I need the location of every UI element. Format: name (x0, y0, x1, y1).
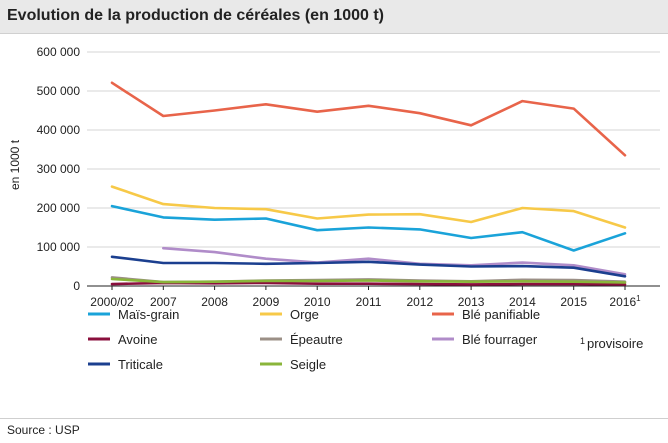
x-tick-label: 2007 (150, 295, 177, 309)
y-tick-label: 600 000 (37, 45, 81, 59)
legend-item: Avoine (88, 332, 158, 347)
legend-label: Blé fourrager (462, 332, 538, 347)
source-note: Source : USP (7, 423, 80, 437)
legend-label: Orge (290, 307, 319, 322)
footnote: 1 provisoire (580, 336, 643, 351)
grid (87, 51, 660, 248)
series-line-seigle (110, 277, 627, 284)
series-line-bl-fourrager (162, 246, 627, 276)
legend-label: Maïs-grain (118, 307, 179, 322)
legend-item: Blé panifiable (432, 307, 540, 322)
series-line-triticale (110, 255, 627, 278)
chart-title: Evolution de la production de céréales (… (7, 7, 384, 24)
legend-label: Avoine (118, 332, 158, 347)
title-bar: Evolution de la production de céréales (… (0, 0, 668, 34)
legend-label: Blé panifiable (462, 307, 540, 322)
x-tick-label: 2012 (406, 295, 433, 309)
legend-label: Épeautre (290, 332, 343, 347)
y-tick-label: 400 000 (37, 123, 81, 137)
legend: Maïs-grain Orge Blé panifiable Avoine Épeaut… (88, 307, 540, 372)
legend-label: Triticale (118, 357, 163, 372)
x-tick-label: 20161 (609, 294, 641, 309)
y-tick-label: 500 000 (37, 84, 81, 98)
footnote-mark: 1 (580, 336, 585, 346)
x-tick-label: 2014 (509, 295, 536, 309)
x-tick-label: 2010 (304, 295, 331, 309)
series-line-avoine (110, 281, 627, 286)
legend-item: Triticale (88, 357, 163, 372)
axes: 0 100 000 200 000 300 000 400 000 500 000 600 … (37, 45, 660, 309)
series-line-bl-panifiable (110, 81, 627, 157)
series-line-orge (110, 185, 627, 229)
y-axis-label: en 1000 t (8, 139, 22, 190)
legend-item: Épeautre (260, 332, 343, 347)
y-tick-label: 300 000 (37, 162, 81, 176)
y-tick-label: 0 (73, 279, 80, 293)
y-tick-label: 100 000 (37, 240, 81, 254)
series-lines (110, 81, 627, 286)
legend-item: Blé fourrager (432, 332, 538, 347)
legend-label: Seigle (290, 357, 326, 372)
x-tick-label: 2011 (356, 295, 382, 309)
series-line-ma-s-grain (110, 204, 627, 252)
legend-item: Seigle (260, 357, 326, 372)
x-tick-label: 2000/02 (90, 295, 134, 309)
footnote-text: provisoire (587, 336, 643, 351)
x-tick-label: 2009 (253, 295, 280, 309)
x-tick-label: 2008 (201, 295, 228, 309)
footer-divider (0, 418, 668, 419)
x-tick-label: 2015 (560, 295, 587, 309)
legend-item: Maïs-grain (88, 307, 179, 322)
x-tick-label: 2013 (458, 295, 485, 309)
legend-item: Orge (260, 307, 319, 322)
y-tick-label: 200 000 (37, 201, 81, 215)
